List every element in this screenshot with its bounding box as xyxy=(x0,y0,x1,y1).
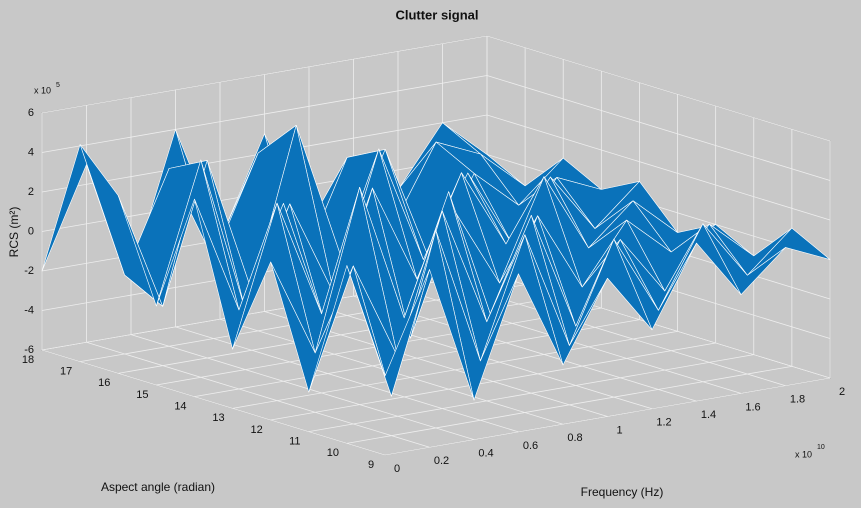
grid-line xyxy=(41,35,488,114)
x-tick-label: 1.8 xyxy=(790,394,805,406)
y-tick-label: 15 xyxy=(136,389,148,401)
grid-line xyxy=(41,349,386,456)
x-tick-label: 1.2 xyxy=(656,417,671,429)
grid-line xyxy=(486,35,831,142)
chart-title: Clutter signal xyxy=(395,7,478,22)
x-tick-label: 0.8 xyxy=(567,432,582,444)
y-tick-label: 17 xyxy=(60,366,72,378)
x-multiplier-exponent: 10 xyxy=(817,444,825,451)
y-tick-label: 10 xyxy=(327,447,339,459)
y-tick-label: 18 xyxy=(22,354,34,366)
z-tick-label: 2 xyxy=(28,186,34,198)
x-multiplier: x 10 xyxy=(795,449,812,459)
grid-line xyxy=(308,354,754,433)
x-tick-label: 1.4 xyxy=(701,409,716,421)
z-tick-label: -2 xyxy=(24,265,34,277)
grid-line xyxy=(384,377,831,456)
grid-line xyxy=(270,342,716,421)
x-axis-label: Frequency (Hz) xyxy=(581,485,664,499)
x-tick-label: 1.6 xyxy=(745,401,760,413)
x-tick-label: 0.2 xyxy=(434,455,449,467)
x-tick-label: 1 xyxy=(616,424,622,436)
z-multiplier-exponent: 5 xyxy=(56,82,60,89)
y-tick-label: 16 xyxy=(98,377,110,389)
y-tick-label: 9 xyxy=(368,459,374,471)
grid-line xyxy=(232,330,678,409)
x-tick-label: 0.6 xyxy=(523,440,538,452)
x-tick-label: 2 xyxy=(839,386,845,398)
surface-patch xyxy=(346,265,430,397)
z-tick-label: -6 xyxy=(24,344,34,356)
z-tick-label: -4 xyxy=(24,304,34,316)
z-tick-label: 6 xyxy=(28,107,34,119)
grid-line xyxy=(41,75,488,153)
grid-line xyxy=(486,114,831,221)
z-multiplier: x 10 xyxy=(34,85,51,95)
y-axis-label: Aspect angle (radian) xyxy=(101,480,215,494)
grid-line xyxy=(346,365,792,444)
y-tick-label: 11 xyxy=(289,436,300,448)
x-tick-label: 0.4 xyxy=(478,448,493,460)
z-tick-label: 0 xyxy=(28,225,34,237)
grid-line xyxy=(486,75,831,181)
grid-line xyxy=(86,341,430,448)
z-axis-label: RCS (m²) xyxy=(7,207,21,258)
y-tick-label: 14 xyxy=(174,401,186,413)
y-tick-label: 13 xyxy=(212,412,224,424)
y-tick-label: 12 xyxy=(251,424,263,436)
z-tick-label: 4 xyxy=(28,146,34,158)
x-tick-label: 0 xyxy=(394,463,400,475)
grid-line xyxy=(130,334,475,440)
